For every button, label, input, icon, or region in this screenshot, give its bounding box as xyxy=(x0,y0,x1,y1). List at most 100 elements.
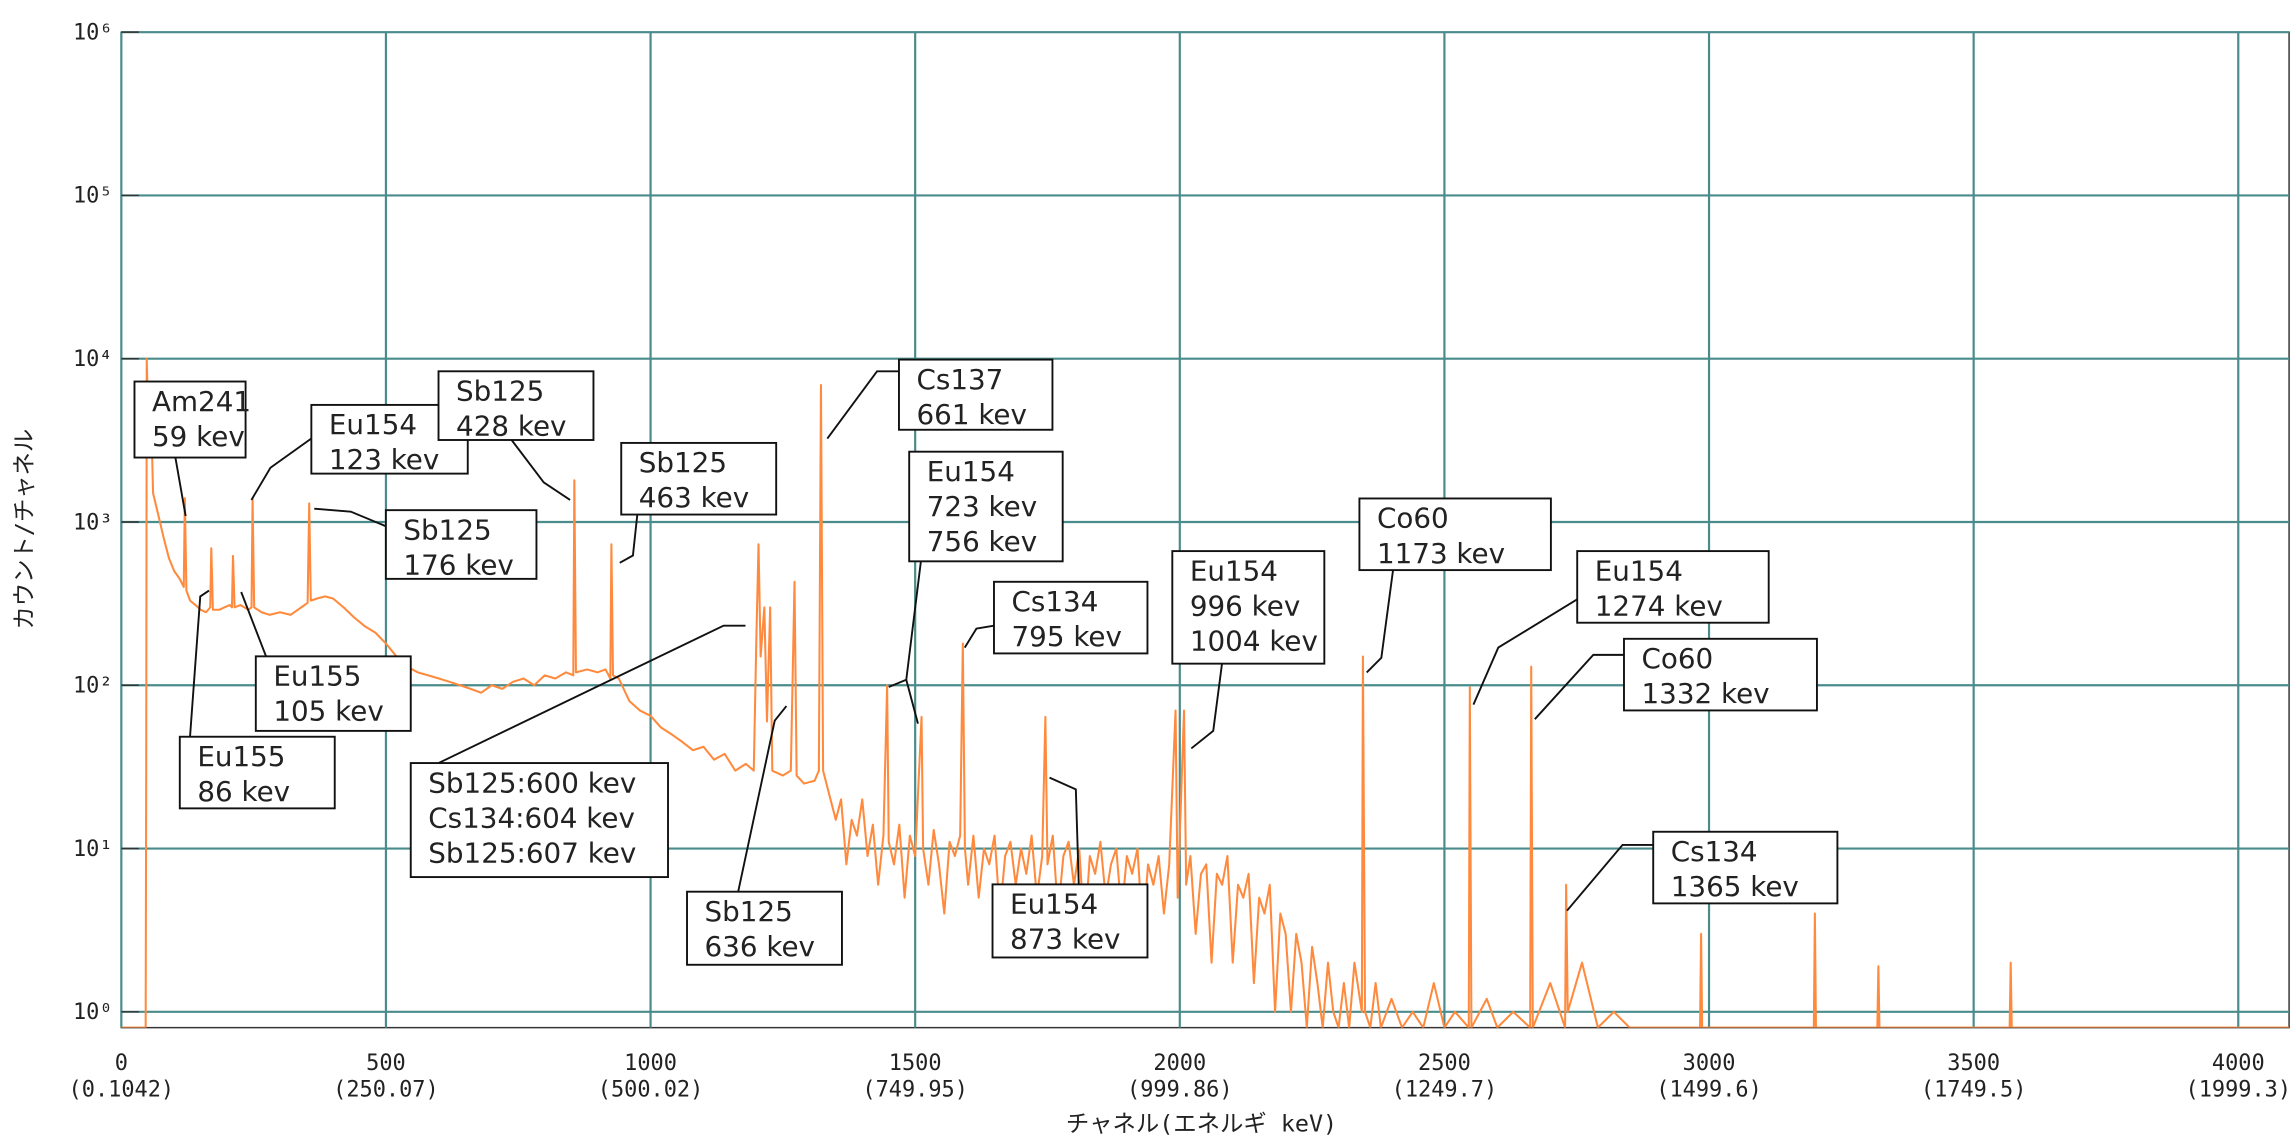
leader-line xyxy=(905,679,919,724)
leader-line xyxy=(963,624,995,649)
annotation-text: Sb125:600 kev xyxy=(428,766,636,799)
leader-line xyxy=(189,589,210,737)
leader-line xyxy=(737,705,788,892)
annotation-box xyxy=(908,450,1064,563)
annotation-text: 176 kev xyxy=(403,548,513,581)
leader-line xyxy=(826,370,899,440)
x-tick-energy-label: (1249.7) xyxy=(1392,1077,1498,1102)
annotation-box xyxy=(991,883,1149,959)
annotation-text: 636 kev xyxy=(705,930,815,963)
leader-line xyxy=(1366,569,1394,674)
x-tick-energy-label: (1999.3) xyxy=(2186,1077,2292,1102)
annotation-text: Cs134 xyxy=(1671,835,1758,868)
y-tick-label: 10⁴ xyxy=(73,347,113,372)
annotation-text: Eu154 xyxy=(1595,554,1683,587)
annotation-text: Cs137 xyxy=(917,363,1004,396)
annotation-text: 873 kev xyxy=(1010,923,1120,956)
annotation-text: 105 kev xyxy=(273,695,383,728)
x-tick-energy-label: (0.1042) xyxy=(69,1077,175,1102)
annotation-text: 1173 kev xyxy=(1377,537,1505,570)
annotation-text: 723 kev xyxy=(927,490,1037,523)
leader-line xyxy=(1566,843,1654,912)
annotation-text: 463 kev xyxy=(639,481,749,514)
annotation-box xyxy=(178,735,336,810)
leader-line xyxy=(240,591,267,657)
annotation-box xyxy=(133,380,247,459)
annotation-text: 1004 kev xyxy=(1190,624,1318,657)
leader-line xyxy=(438,624,746,764)
annotation-text: Sb125 xyxy=(403,513,491,546)
annotation-text: 86 kev xyxy=(197,775,290,808)
annotation-box xyxy=(384,509,538,580)
annotation-text: Sb125 xyxy=(705,895,793,928)
annotation-text: Eu154 xyxy=(1190,554,1278,587)
annotation-text: 428 kev xyxy=(456,410,566,443)
leader-line xyxy=(1472,598,1578,705)
x-tick-label: 1000 xyxy=(624,1051,677,1076)
y-tick-label: 10⁵ xyxy=(73,184,113,209)
y-tick-label: 10⁶ xyxy=(73,20,113,45)
annotation-text: 795 kev xyxy=(1012,620,1122,653)
x-tick-energy-label: (250.07) xyxy=(333,1077,439,1102)
annotation-text: 1365 kev xyxy=(1671,870,1799,903)
annotation-box xyxy=(1576,550,1770,624)
annotation-box xyxy=(1171,550,1326,665)
annotation-text: Eu154 xyxy=(329,408,417,441)
leader-line xyxy=(510,439,571,501)
annotation-text: Am241 xyxy=(152,385,251,418)
axes: 10⁰ 10¹ 10² 10³ 10⁴ 10⁵ 10⁶ 0(0.1042) 500(250.07… xyxy=(69,20,2291,1102)
annotation-text: 1332 kev xyxy=(1642,677,1770,710)
annotation-text: 996 kev xyxy=(1190,589,1300,622)
y-tick-label: 10³ xyxy=(73,510,113,535)
x-axis-label: チャネル(エネルギ keV) xyxy=(1066,1109,1337,1137)
annotation-text: Cs134:604 kev xyxy=(428,801,635,834)
x-tick-energy-label: (500.02) xyxy=(598,1077,704,1102)
annotation-text: Sb125 xyxy=(639,446,727,479)
x-tick-energy-label: (749.95) xyxy=(862,1077,968,1102)
y-tick-label: 10² xyxy=(73,674,113,699)
annotation-box xyxy=(437,370,595,441)
annotation-text: Co60 xyxy=(1377,502,1449,535)
annotation-text: 123 kev xyxy=(329,443,439,476)
annotation-text: 661 kev xyxy=(917,398,1027,431)
annotation-box xyxy=(620,441,778,516)
x-tick-label: 3500 xyxy=(1947,1051,2000,1076)
y-tick-label: 10¹ xyxy=(73,837,113,862)
leader-line xyxy=(1534,653,1624,720)
x-tick-label: 0 xyxy=(115,1051,128,1076)
leader-line xyxy=(1049,776,1080,885)
plot-area xyxy=(121,357,2290,1028)
x-tick-label: 2000 xyxy=(1153,1051,1206,1076)
annotation-text: Eu155 xyxy=(197,740,285,773)
x-tick-label: 3000 xyxy=(1683,1051,1736,1076)
annotation-box xyxy=(1358,497,1552,572)
annotation-text: Cs134 xyxy=(1012,585,1099,618)
x-tick-label: 1500 xyxy=(889,1051,942,1076)
leader-line xyxy=(888,561,922,688)
annotation-box xyxy=(898,358,1054,431)
x-tick-energy-label: (1749.5) xyxy=(1921,1077,2027,1102)
annotation-text: Sb125:607 kev xyxy=(428,836,636,869)
annotation-text: Co60 xyxy=(1642,642,1714,675)
annotation-text: Eu155 xyxy=(273,660,361,693)
annotation-text: 756 kev xyxy=(927,525,1037,558)
annotation-text: Sb125 xyxy=(456,375,544,408)
x-tick-label: 4000 xyxy=(2212,1051,2265,1076)
annotation-text: Eu154 xyxy=(927,455,1015,488)
leader-line xyxy=(250,437,312,501)
annotation-text: Eu154 xyxy=(1010,888,1098,921)
annotation-box xyxy=(409,762,669,879)
x-tick-label: 500 xyxy=(366,1051,406,1076)
annotation-box xyxy=(1623,637,1818,712)
annotation-box xyxy=(1652,830,1839,905)
spectrum-line xyxy=(121,357,2290,1028)
leader-line xyxy=(619,514,639,564)
annotation-text: 1274 kev xyxy=(1595,589,1723,622)
leader-line xyxy=(174,457,187,517)
leader-line xyxy=(1190,663,1223,750)
x-tick-label: 2500 xyxy=(1418,1051,1471,1076)
x-tick-energy-label: (1499.6) xyxy=(1656,1077,1762,1102)
